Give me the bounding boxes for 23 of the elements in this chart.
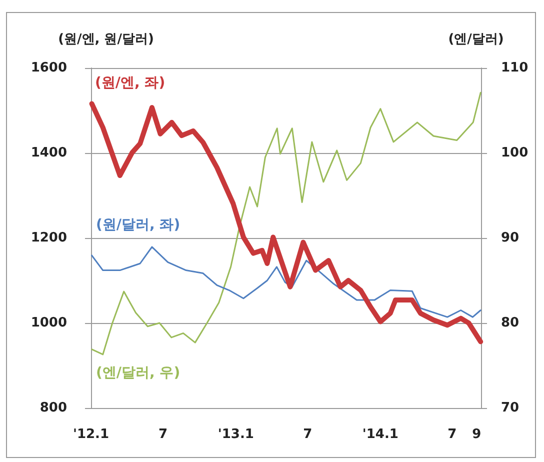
y2-tick-label: 110 [501,60,528,76]
x-tick-label: '13.1 [218,427,254,442]
y2-axis-title: (엔/달러) [448,32,504,47]
y2-tick-label: 80 [501,316,520,330]
x-tick-label: '14.1 [362,427,398,442]
x-tick-label: 9 [472,427,482,442]
series-label: (엔/달러, 우) [96,365,180,381]
y-tick-label: 800 [40,400,67,416]
y2-tick-label: 90 [501,230,520,246]
y-tick-label: 1400 [30,146,67,160]
x-tick-label: 7 [303,427,312,442]
y-tick-label: 1600 [30,60,67,76]
x-tick-label: '12.1 [72,427,110,442]
y2-tick-label: 100 [501,146,528,160]
series-label: (원/달러, 좌) [96,217,180,233]
y-axis-title: (원/엔, 원/달러) [58,32,154,47]
y-tick-label: 1000 [30,316,67,330]
x-tick-label: 7 [158,427,168,442]
line-series [91,246,482,318]
x-tick-label: 7 [448,427,457,442]
series-label: (원/엔, 좌) [95,75,166,91]
y-tick-label: 1200 [30,230,67,246]
y2-tick-label: 70 [501,400,520,416]
